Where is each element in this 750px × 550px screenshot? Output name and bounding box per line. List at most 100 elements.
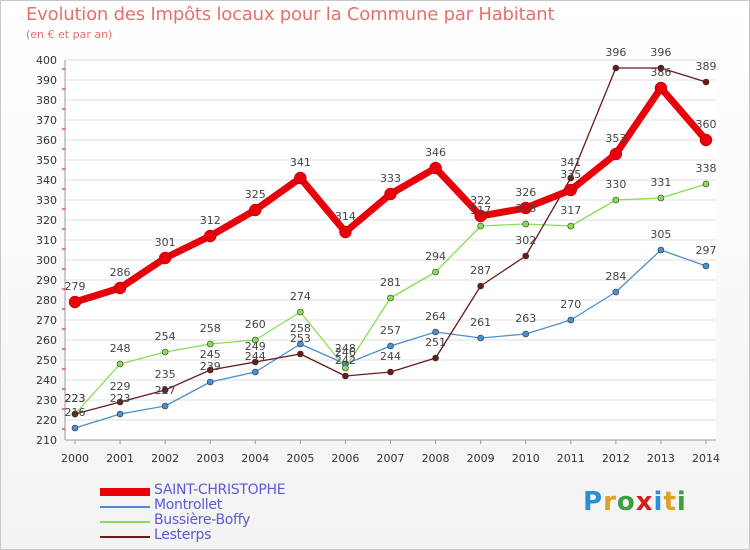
x-tick-label: 2000 xyxy=(61,452,89,465)
data-label: 235 xyxy=(155,368,176,381)
data-point xyxy=(657,246,665,254)
logo-letter: P xyxy=(583,487,604,517)
data-point xyxy=(71,410,79,418)
data-point xyxy=(161,348,169,356)
data-point xyxy=(699,133,713,147)
data-point xyxy=(522,220,530,228)
data-label: 248 xyxy=(335,342,356,355)
data-point xyxy=(339,225,352,239)
logo-letter: i xyxy=(676,487,687,517)
data-point xyxy=(294,171,307,185)
x-tick-label: 2011 xyxy=(557,452,585,465)
data-label: 331 xyxy=(650,176,671,189)
data-point xyxy=(387,342,394,350)
y-tick-label: 230 xyxy=(36,394,57,407)
y-tick-label: 220 xyxy=(36,414,57,427)
x-tick-label: 2002 xyxy=(151,452,179,465)
data-label: 258 xyxy=(290,322,311,335)
data-label: 251 xyxy=(425,336,446,349)
y-tick-label: 390 xyxy=(36,74,57,87)
x-tick-label: 2007 xyxy=(377,452,405,465)
data-label: 274 xyxy=(290,290,311,303)
x-tick-label: 2004 xyxy=(241,452,269,465)
data-point xyxy=(342,364,349,372)
data-point xyxy=(477,222,484,230)
data-point xyxy=(432,354,439,362)
data-point xyxy=(387,368,394,376)
legend-label: Montrollet xyxy=(154,497,222,513)
x-tick-label: 2005 xyxy=(286,452,314,465)
data-label: 264 xyxy=(425,310,446,323)
data-label: 325 xyxy=(245,188,266,201)
x-tick-label: 2014 xyxy=(692,452,720,465)
data-label: 346 xyxy=(425,146,446,159)
y-tick-label: 310 xyxy=(36,234,57,247)
chart-title: Evolution des Impôts locaux pour la Comm… xyxy=(26,4,555,25)
data-label: 322 xyxy=(470,194,491,207)
data-point xyxy=(432,328,439,336)
data-point xyxy=(116,398,124,406)
x-tick-label: 2009 xyxy=(467,452,495,465)
data-label: 326 xyxy=(515,186,536,199)
data-label: 242 xyxy=(335,354,356,367)
data-point xyxy=(567,174,575,182)
data-label: 297 xyxy=(696,244,717,257)
data-label: 254 xyxy=(155,330,176,343)
data-point xyxy=(702,78,710,86)
legend-swatch xyxy=(100,488,150,496)
y-tick-label: 330 xyxy=(36,194,57,207)
data-point xyxy=(477,282,484,290)
data-point xyxy=(567,316,575,324)
data-point xyxy=(251,368,259,376)
x-tick-label: 2006 xyxy=(331,452,359,465)
data-point xyxy=(206,378,214,386)
y-tick-label: 360 xyxy=(36,134,57,147)
data-point xyxy=(612,64,620,72)
data-point xyxy=(702,180,710,188)
data-label: 245 xyxy=(200,348,221,361)
y-tick-label: 380 xyxy=(36,94,57,107)
data-point xyxy=(474,209,487,223)
data-label: 263 xyxy=(515,312,536,325)
data-point xyxy=(161,386,169,394)
data-label: 270 xyxy=(560,298,581,311)
data-label: 353 xyxy=(605,132,626,145)
y-tick-label: 340 xyxy=(36,174,57,187)
data-label: 386 xyxy=(650,66,671,79)
y-tick-label: 350 xyxy=(36,154,57,167)
data-point xyxy=(522,252,530,260)
data-label: 294 xyxy=(425,250,446,263)
data-point xyxy=(249,203,262,217)
y-tick-label: 290 xyxy=(36,274,57,287)
data-point xyxy=(609,147,623,161)
data-label: 248 xyxy=(110,342,131,355)
data-point xyxy=(71,424,79,432)
data-label: 279 xyxy=(65,280,86,293)
data-label: 253 xyxy=(290,332,311,345)
data-point xyxy=(477,334,484,342)
data-label: 317 xyxy=(470,204,491,217)
data-point xyxy=(429,161,442,175)
data-point xyxy=(251,336,259,344)
x-tick-label: 2008 xyxy=(422,452,450,465)
data-label: 302 xyxy=(515,234,536,247)
plot-area xyxy=(65,60,716,440)
legend-swatch xyxy=(100,506,150,508)
y-tick-label: 320 xyxy=(36,214,57,227)
data-point xyxy=(297,308,304,316)
data-point xyxy=(297,340,304,348)
data-point xyxy=(206,366,214,374)
data-label: 341 xyxy=(290,156,311,169)
data-label: 244 xyxy=(380,350,401,363)
data-point xyxy=(567,222,575,230)
y-tick-label: 300 xyxy=(36,254,57,267)
data-point xyxy=(612,196,620,204)
data-label: 223 xyxy=(65,392,86,405)
data-label: 261 xyxy=(470,316,491,329)
data-label: 287 xyxy=(470,264,491,277)
data-label: 389 xyxy=(696,60,717,73)
data-point xyxy=(387,294,394,302)
data-label: 246 xyxy=(335,346,356,359)
data-label: 396 xyxy=(605,46,626,59)
